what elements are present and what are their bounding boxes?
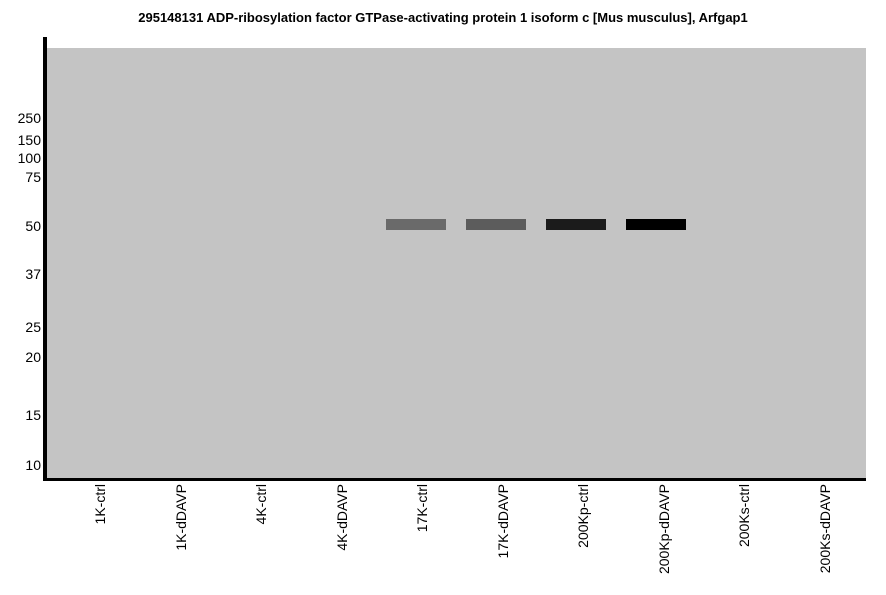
lane-label: 1K-ctrl — [92, 484, 108, 525]
lane-label: 1K-dDAVP — [172, 484, 189, 551]
x-axis-line — [43, 478, 866, 481]
protein-band — [386, 219, 446, 230]
lane-label: 200Ks-ctrl — [736, 484, 752, 548]
lane-label: 200Kp-dDAVP — [655, 484, 672, 575]
lane-label: 17K-dDAVP — [494, 484, 511, 559]
lane-label: 200Ks-dDAVP — [816, 484, 833, 574]
mw-marker-label: 20 — [25, 349, 41, 365]
lane-label: 4K-ctrl — [253, 484, 269, 525]
mw-marker-label: 37 — [25, 266, 41, 282]
lane-label: 17K-ctrl — [414, 484, 430, 533]
gel-plot-area — [47, 48, 866, 478]
mw-marker-label: 250 — [17, 110, 41, 126]
mw-marker-label: 15 — [25, 407, 41, 423]
mw-marker-label: 75 — [25, 169, 41, 185]
protein-band — [626, 219, 686, 230]
figure-title: 295148131 ADP-ribosylation factor GTPase… — [138, 10, 748, 25]
mw-marker-label: 10 — [25, 457, 41, 473]
mw-marker-label: 100 — [17, 150, 41, 166]
lane-label: 4K-dDAVP — [333, 484, 350, 551]
mw-marker-label: 150 — [17, 132, 41, 148]
mw-marker-label: 25 — [25, 319, 41, 335]
mw-marker-label: 50 — [25, 218, 41, 234]
protein-band — [546, 219, 606, 230]
protein-band — [466, 219, 526, 230]
y-axis-line — [43, 37, 47, 481]
lane-label: 200Kp-ctrl — [575, 484, 591, 548]
